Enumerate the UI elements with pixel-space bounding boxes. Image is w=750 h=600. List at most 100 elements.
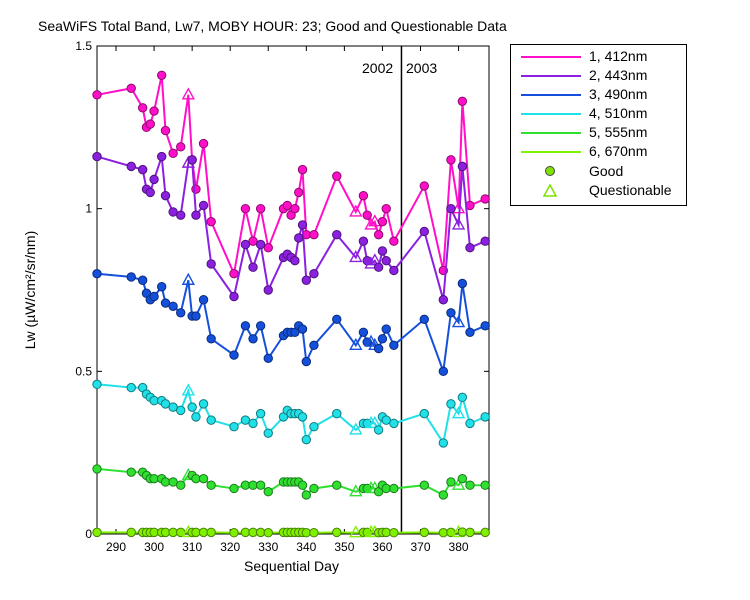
good-point [389, 236, 399, 246]
good-point [263, 285, 273, 295]
questionable-point [364, 256, 378, 269]
questionable-point [451, 477, 466, 490]
good-point [160, 125, 171, 136]
good-point [126, 527, 136, 538]
good-point [206, 216, 216, 227]
good-point [377, 334, 388, 344]
good-point [263, 353, 273, 364]
good-point [198, 399, 209, 409]
legend-label-555: 5, 555nm [589, 124, 648, 140]
good-point [446, 203, 456, 214]
good-point [149, 291, 159, 302]
good-point [332, 480, 342, 490]
good-point [465, 480, 475, 490]
good-point [263, 428, 273, 438]
good-point [168, 148, 178, 159]
chart-title: SeaWiFS Total Band, Lw7, MOBY HOUR: 23; … [38, 18, 507, 34]
good-point [168, 477, 178, 487]
y-tick-label: 0.5 [75, 364, 92, 378]
legend-line-510 [521, 113, 581, 115]
questionable-point [181, 383, 196, 396]
questionable-point [349, 484, 363, 497]
good-point [389, 418, 399, 429]
good-point [198, 473, 209, 484]
x-tick-label: 330 [258, 540, 278, 554]
good-point [240, 321, 251, 331]
good-point [457, 96, 468, 107]
good-point [206, 259, 216, 269]
x-tick-label: 340 [296, 540, 316, 554]
good-point [419, 527, 430, 538]
good-marker-icon [545, 166, 555, 176]
questionable-point [181, 87, 196, 100]
good-point [419, 480, 430, 490]
good-point [255, 321, 266, 331]
good-point [263, 487, 273, 497]
good-point [240, 239, 251, 250]
x-tick-label: 370 [410, 540, 430, 554]
good-point [480, 480, 490, 490]
good-point [176, 308, 186, 318]
good-point [176, 405, 186, 416]
good-point [297, 480, 308, 490]
good-point [389, 527, 399, 538]
good-point [206, 527, 216, 538]
legend-label-490: 3, 490nm [589, 86, 648, 102]
good-point [332, 527, 342, 538]
good-point [301, 490, 312, 500]
good-point [332, 408, 342, 419]
good-point [160, 190, 171, 201]
good-point [229, 269, 239, 279]
good-point [137, 275, 148, 285]
legend-entry-412: 1, 412nm [511, 47, 686, 66]
good-point [297, 164, 308, 175]
good-point [229, 291, 239, 302]
good-point [92, 379, 102, 390]
legend-entry-good: Good [511, 162, 686, 181]
good-point [263, 243, 273, 253]
questionable-point [349, 422, 363, 435]
good-point [145, 187, 155, 198]
good-point [438, 490, 449, 500]
questionable-point [364, 217, 378, 230]
good-point [332, 171, 342, 181]
legend-label-questionable: Questionable [589, 182, 672, 198]
legend-label-good: Good [589, 163, 624, 179]
x-tick-label: 380 [449, 540, 469, 554]
good-point [373, 425, 384, 435]
good-point [358, 190, 369, 201]
legend-line-412 [521, 56, 581, 58]
questionable-point [349, 250, 363, 263]
good-point [465, 418, 475, 429]
good-point [446, 477, 456, 487]
x-tick-label: 360 [372, 540, 392, 554]
good-point [446, 308, 456, 318]
questionable-point [181, 272, 196, 285]
good-point [255, 239, 266, 250]
good-point [389, 340, 399, 351]
questionable-point [349, 525, 363, 538]
good-point [229, 527, 239, 538]
good-point [255, 203, 266, 214]
y-axis-label: Lw (µW/cm²/sr/nm) [22, 230, 38, 350]
good-point [149, 174, 159, 185]
legend-line-670 [521, 151, 581, 153]
good-point [358, 327, 369, 337]
good-point [191, 210, 201, 220]
good-point [465, 327, 475, 337]
good-point [465, 527, 475, 538]
good-point [309, 269, 319, 279]
legend-entry-555: 5, 555nm [511, 123, 686, 142]
good-point [381, 256, 391, 266]
good-point [457, 161, 468, 172]
good-point [290, 203, 300, 214]
legend-entry-questionable: Questionable [511, 181, 686, 200]
good-point [206, 334, 216, 344]
good-point [206, 480, 216, 490]
questionable-point [451, 315, 466, 328]
good-point [480, 527, 490, 538]
good-point [248, 236, 258, 246]
good-point [457, 392, 468, 403]
y-tick-label: 1.5 [75, 39, 92, 53]
good-point [332, 314, 342, 324]
